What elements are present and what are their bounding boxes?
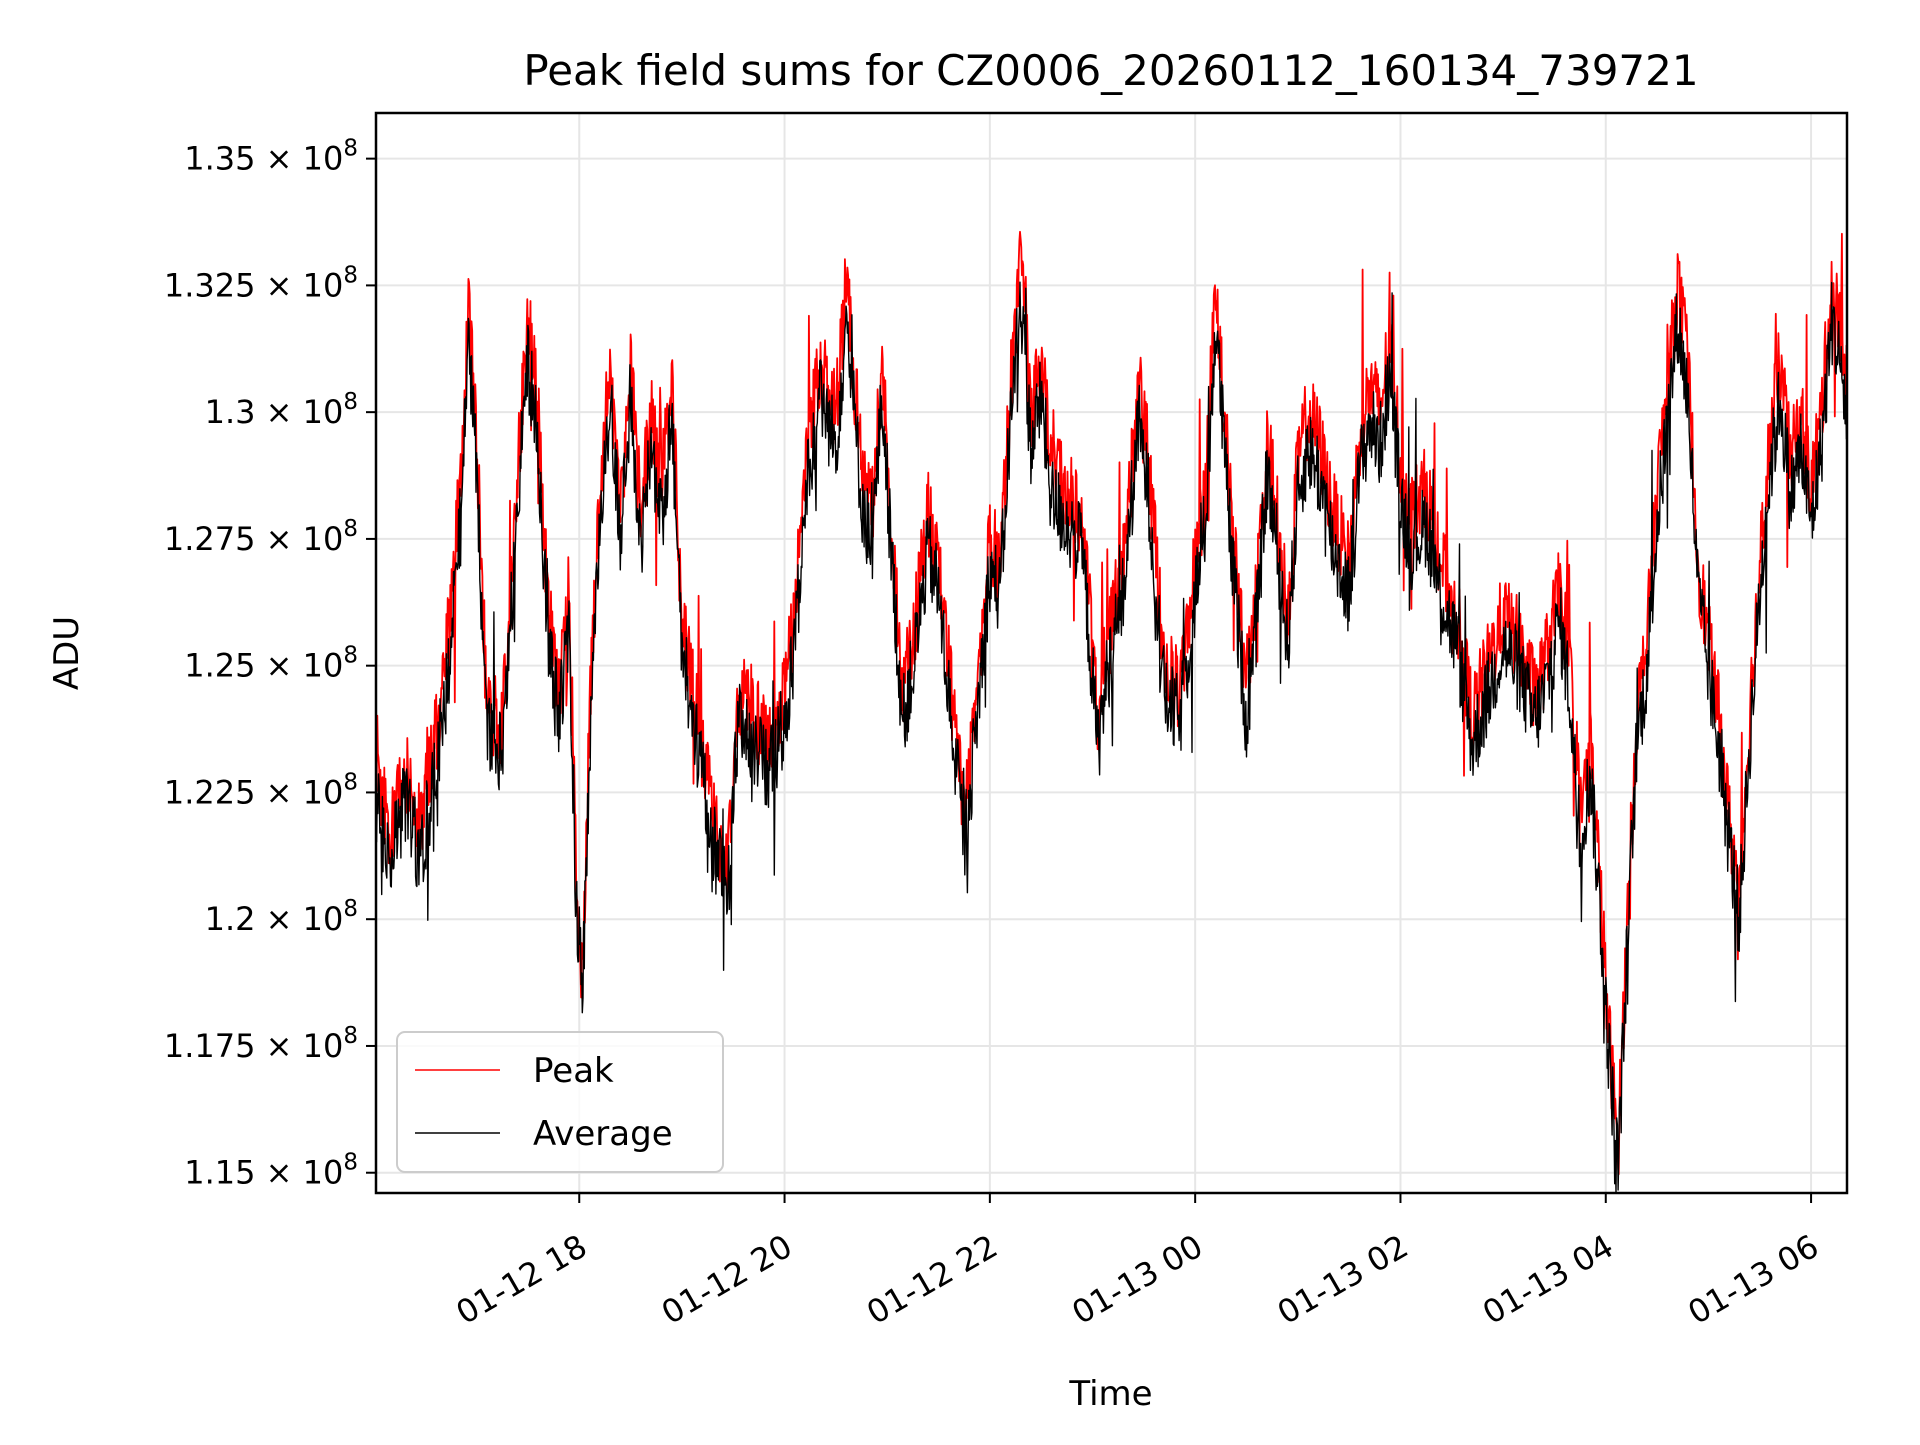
y-tick-label: 1.15 × 108 bbox=[184, 1150, 358, 1192]
legend: Peak Average bbox=[396, 1031, 724, 1173]
legend-peak-label: Peak bbox=[533, 1051, 614, 1091]
plot-frame bbox=[374, 111, 1849, 1195]
y-tick-label: 1.175 × 108 bbox=[164, 1023, 358, 1065]
y-tick-label: 1.35 × 108 bbox=[184, 136, 358, 178]
y-axis-ticks: 1.15 × 108 1.175 × 108 1.2 × 108 1.225 × 10… bbox=[164, 136, 376, 1192]
y-axis-label: ADU bbox=[47, 616, 87, 690]
y-tick-label: 1.3 × 108 bbox=[205, 389, 358, 431]
y-tick-label: 1.225 × 108 bbox=[164, 769, 358, 811]
x-axis-label: Time bbox=[1068, 1374, 1152, 1414]
y-tick-label: 1.2 × 108 bbox=[205, 896, 358, 938]
grid-layer bbox=[376, 113, 1847, 1193]
series-layer bbox=[375, 230, 1848, 1194]
legend-box bbox=[396, 1031, 724, 1173]
y-tick-label: 1.275 × 108 bbox=[164, 516, 358, 558]
y-tick-label: 1.325 × 108 bbox=[164, 262, 358, 304]
series-line-average bbox=[375, 281, 1848, 1194]
chart-title: Peak field sums for CZ0006_20260112_1601… bbox=[523, 46, 1698, 95]
legend-average-label: Average bbox=[533, 1114, 673, 1154]
series-line-peak bbox=[375, 230, 1848, 1176]
y-tick-label: 1.25 × 108 bbox=[184, 643, 358, 685]
